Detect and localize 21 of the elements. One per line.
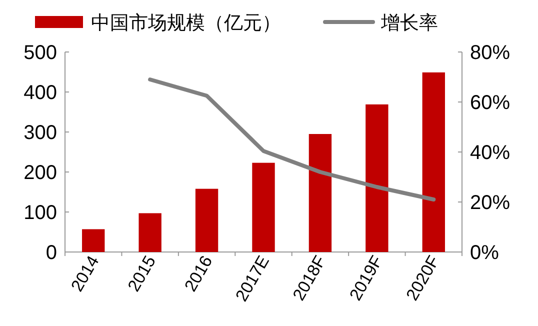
y-tick-label: 500 xyxy=(24,42,57,64)
y-tick-label: 400 xyxy=(24,82,57,104)
y2-tick-label: 0% xyxy=(470,242,500,264)
y2-tick-label: 80% xyxy=(470,42,510,64)
y2-tick-label: 20% xyxy=(470,192,510,214)
bar xyxy=(195,188,218,252)
y2-tick-label: 60% xyxy=(470,92,510,114)
legend-label: 增长率 xyxy=(380,12,438,34)
legend-label: 中国市场规模（亿元） xyxy=(91,12,281,34)
bar xyxy=(308,134,332,252)
line-series xyxy=(148,78,436,202)
y2-tick-label: 40% xyxy=(470,142,510,164)
y-tick-label: 300 xyxy=(24,122,57,144)
bar xyxy=(138,213,162,252)
y-tick-label: 100 xyxy=(24,202,57,224)
bar xyxy=(366,104,388,252)
y-tick-label: 0 xyxy=(46,242,57,264)
bar xyxy=(82,229,105,252)
y-tick-label: 200 xyxy=(24,162,57,184)
bar xyxy=(422,72,445,252)
bar xyxy=(252,162,275,252)
